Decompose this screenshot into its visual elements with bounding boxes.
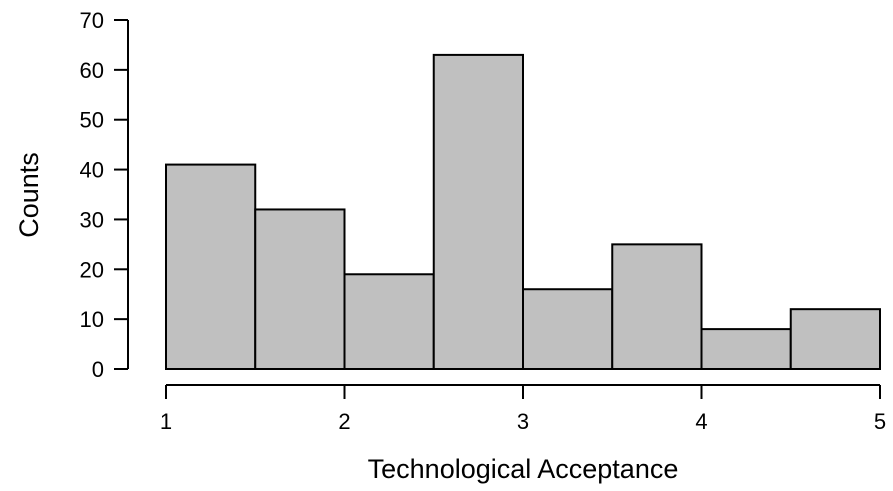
y-tick-label: 0 xyxy=(92,357,104,382)
histogram-bar-7 xyxy=(700,328,792,371)
histogram-bar-2 xyxy=(254,208,346,370)
y-tick-label: 20 xyxy=(80,257,104,282)
bars-group xyxy=(165,53,881,371)
x-tick-label: 2 xyxy=(338,409,350,434)
y-tick-label: 30 xyxy=(80,207,104,232)
y-axis-title: Counts xyxy=(14,152,44,238)
x-tick-label: 3 xyxy=(517,409,529,434)
histogram-bar-1 xyxy=(165,163,257,370)
y-tick-label: 10 xyxy=(80,307,104,332)
histogram-bar-8 xyxy=(789,308,881,370)
histogram-bar-5 xyxy=(522,288,614,371)
x-tick-label: 4 xyxy=(695,409,707,434)
y-tick-label: 50 xyxy=(80,108,104,133)
y-tick-label: 40 xyxy=(80,158,104,183)
x-tick-label: 5 xyxy=(874,409,886,434)
y-tick-label: 60 xyxy=(80,58,104,83)
x-tick-label: 1 xyxy=(160,409,172,434)
histogram-bar-3 xyxy=(343,273,435,370)
x-axis: 1 2 3 4 5 xyxy=(160,384,886,434)
y-axis: 0 10 20 30 40 50 60 70 xyxy=(80,8,129,382)
histogram-bar-4 xyxy=(432,53,524,371)
histogram-bar-6 xyxy=(611,243,703,371)
x-axis-title: Technological Acceptance xyxy=(368,454,679,484)
y-tick-label: 70 xyxy=(80,8,104,33)
